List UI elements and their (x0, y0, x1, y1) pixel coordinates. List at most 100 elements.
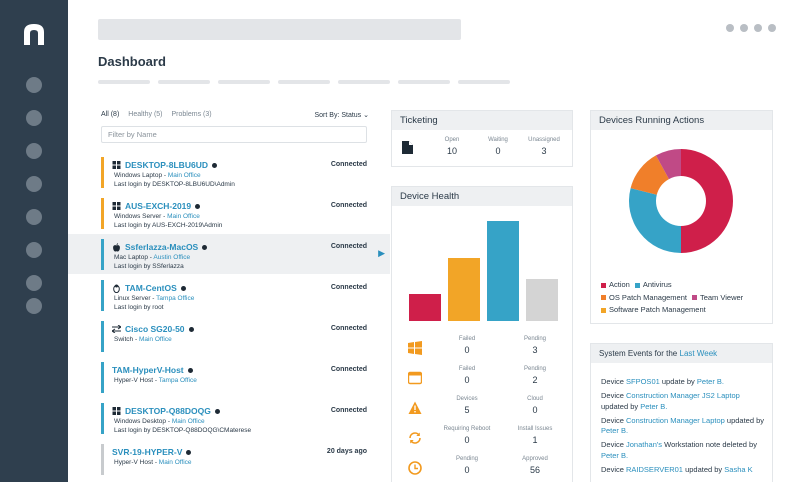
event-user-link[interactable]: Peter B. (696, 377, 725, 386)
device-site-link[interactable]: Main Office (167, 172, 201, 179)
ticket-unassigned[interactable]: Unassigned 3 (528, 137, 560, 156)
health-bar-d[interactable] (526, 279, 558, 321)
device-info-icon[interactable] (188, 326, 194, 332)
donut-slice-team-viewer[interactable] (655, 149, 681, 180)
event-device-link[interactable]: RAIDSERVER01 (626, 464, 683, 474)
tab-7[interactable] (458, 80, 510, 84)
device-status: Connected (330, 161, 367, 168)
event-user-link[interactable]: Peter B. (640, 401, 668, 411)
nav-item-3[interactable] (26, 143, 42, 159)
ticket-open[interactable]: Open 10 (444, 137, 460, 156)
device-status: Connected (330, 243, 367, 250)
device-name[interactable]: TAM-HyperV-Host (112, 365, 184, 375)
device-health-title: Device Health (392, 187, 572, 206)
device-info-icon[interactable] (180, 285, 186, 291)
device-name[interactable]: Ssferlazza-MacOS (125, 242, 199, 252)
event-user-link[interactable]: Peter B. (601, 426, 629, 435)
sort-dropdown[interactable]: Sort By: Status ⌄ (314, 112, 370, 119)
donut-slice-action[interactable] (681, 149, 733, 253)
device-site-link[interactable]: Main Office (138, 336, 172, 343)
device-site-link[interactable]: Main Office (171, 418, 205, 425)
legend-item[interactable]: OS Patch Management (601, 293, 687, 302)
device-name[interactable]: AUS-EXCH-2019 (125, 201, 192, 211)
health-bar-c[interactable] (487, 221, 519, 321)
health-metric[interactable]: Cloud 0 (527, 396, 543, 415)
last-week-link[interactable]: Last Week (679, 349, 718, 358)
tab-5[interactable] (338, 80, 390, 84)
device-row[interactable]: Cisco SG20-50 Switch - Main Office Connect… (68, 316, 390, 356)
device-site-link[interactable]: Tampa Office (158, 377, 197, 384)
health-metric[interactable]: Devices 5 (456, 396, 478, 415)
legend-item[interactable]: Antivirus (634, 280, 672, 289)
event-item: Device Construction Manager Laptop updat… (601, 415, 765, 436)
device-name[interactable]: TAM-CentOS (125, 283, 177, 293)
health-metric[interactable]: Approved 56 (522, 456, 548, 475)
device-site-link[interactable]: Tampa Office (156, 295, 195, 302)
nav-item-8[interactable] (26, 298, 42, 314)
event-device-link[interactable]: Construction Manager Laptop (626, 415, 725, 425)
health-metric[interactable]: Requiring Reboot 0 (443, 426, 491, 445)
legend-item[interactable]: Team Viewer (691, 293, 743, 302)
expand-arrow-icon[interactable]: ▶ (378, 248, 385, 258)
event-device-link[interactable]: SFPOS01 (626, 377, 660, 386)
device-row[interactable]: DESKTOP-8LBU6UD Windows Laptop - Main Off… (68, 152, 390, 192)
tab-3[interactable] (218, 80, 270, 84)
health-bar-a[interactable] (409, 294, 441, 321)
tab-1[interactable] (98, 80, 150, 84)
device-info-icon[interactable] (211, 162, 217, 168)
device-site-link[interactable]: Main Office (158, 459, 192, 466)
donut-slice-os-patch-management[interactable] (630, 155, 669, 195)
device-site-link[interactable]: Main Office (167, 213, 200, 220)
device-name[interactable]: DESKTOP-Q88DOQG (125, 406, 211, 416)
device-name[interactable]: Cisco SG20-50 (125, 324, 185, 334)
device-row[interactable]: DESKTOP-Q88DOQG Windows Desktop - Main Of… (68, 398, 390, 438)
app-logo[interactable] (21, 22, 47, 46)
legend-item[interactable]: Software Patch Management (601, 305, 706, 314)
nav-item-1[interactable] (26, 77, 42, 93)
filter-problems[interactable]: Problems (3) (171, 111, 212, 118)
health-metric[interactable]: Pending 0 (455, 456, 479, 475)
donut-slice-antivirus[interactable] (629, 188, 681, 253)
device-info-icon[interactable] (186, 449, 192, 455)
health-metric[interactable]: Install Issues 1 (517, 426, 553, 445)
device-info-icon[interactable] (187, 367, 193, 373)
device-status-bar (101, 239, 104, 270)
tab-2[interactable] (158, 80, 210, 84)
event-device-link[interactable]: Jonathan's (626, 440, 663, 449)
health-metric[interactable]: Pending 3 (523, 336, 547, 355)
legend-swatch (634, 282, 640, 288)
ticket-waiting[interactable]: Waiting 0 (488, 137, 508, 156)
nav-item-2[interactable] (26, 110, 42, 126)
nav-item-4[interactable] (26, 176, 42, 192)
event-user-link[interactable]: Peter B. (601, 450, 629, 460)
filter-healthy[interactable]: Healthy (5) (128, 111, 163, 118)
device-row[interactable]: Ssferlazza-MacOS Mac Laptop - Austin Offi… (68, 234, 390, 274)
device-site-link[interactable]: Austin Office (153, 254, 191, 261)
search-bar-placeholder[interactable] (98, 19, 461, 40)
health-metric[interactable]: Pending 2 (523, 366, 547, 385)
more-menu-icon[interactable] (726, 24, 776, 32)
filter-by-name-input[interactable]: Filter by Name (101, 126, 367, 143)
filter-all[interactable]: All (8) (101, 111, 120, 118)
nav-item-5[interactable] (26, 209, 42, 225)
nav-item-6[interactable] (26, 242, 42, 258)
tab-6[interactable] (398, 80, 450, 84)
health-bar-b[interactable] (448, 258, 480, 321)
event-device-link[interactable]: Construction Manager JS2 Laptop (626, 391, 740, 400)
device-type-line: Mac Laptop - Austin Office (114, 254, 191, 261)
health-metric[interactable]: Failed 0 (458, 336, 476, 355)
device-row[interactable]: AUS-EXCH-2019 Windows Server - Main Offic… (68, 193, 390, 233)
legend-item[interactable]: Action (601, 280, 630, 289)
device-info-icon[interactable] (195, 203, 201, 209)
device-info-icon[interactable] (202, 244, 208, 250)
device-info-icon[interactable] (214, 408, 220, 414)
nav-item-7[interactable] (26, 275, 42, 291)
device-name[interactable]: DESKTOP-8LBU6UD (125, 160, 208, 170)
tab-4[interactable] (278, 80, 330, 84)
device-row[interactable]: TAM-HyperV-Host Hyper-V Host - Tampa Offi… (68, 357, 390, 397)
health-metric[interactable]: Failed 0 (458, 366, 476, 385)
device-row[interactable]: SVR-19-HYPER-V Hyper-V Host - Main Office… (68, 439, 390, 479)
event-user-link[interactable]: Sasha K (724, 464, 753, 474)
device-row[interactable]: TAM-CentOS Linux Server - Tampa Office Las… (68, 275, 390, 315)
device-name[interactable]: SVR-19-HYPER-V (112, 447, 183, 457)
